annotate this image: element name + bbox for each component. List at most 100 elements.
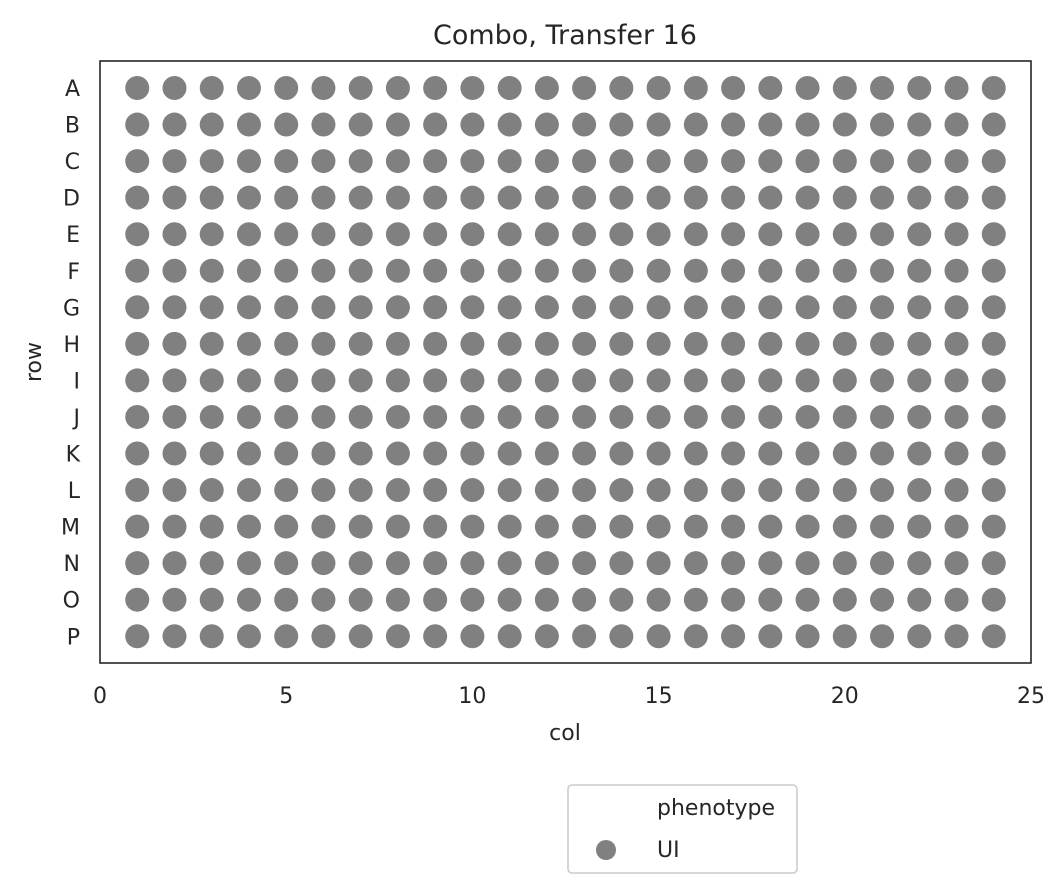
y-tick-label-G: G <box>63 296 80 321</box>
point-G-18 <box>758 295 783 320</box>
point-F-9 <box>423 258 448 283</box>
point-I-17 <box>721 368 746 393</box>
point-L-13 <box>572 478 597 503</box>
point-C-21 <box>870 149 895 174</box>
point-I-8 <box>385 368 410 393</box>
point-N-5 <box>274 551 299 576</box>
point-N-15 <box>646 551 671 576</box>
point-O-3 <box>199 587 224 612</box>
point-D-9 <box>423 185 448 210</box>
point-B-6 <box>311 112 336 137</box>
legend-frame <box>567 784 798 874</box>
point-M-9 <box>423 514 448 539</box>
point-C-16 <box>683 149 708 174</box>
point-C-8 <box>385 149 410 174</box>
point-M-15 <box>646 514 671 539</box>
point-O-18 <box>758 587 783 612</box>
point-M-17 <box>721 514 746 539</box>
point-M-10 <box>460 514 485 539</box>
point-G-22 <box>907 295 932 320</box>
point-E-12 <box>534 222 559 247</box>
point-D-24 <box>981 185 1006 210</box>
point-F-18 <box>758 258 783 283</box>
point-F-8 <box>385 258 410 283</box>
point-J-7 <box>348 404 373 429</box>
point-B-15 <box>646 112 671 137</box>
point-L-16 <box>683 478 708 503</box>
point-N-6 <box>311 551 336 576</box>
point-B-24 <box>981 112 1006 137</box>
point-L-9 <box>423 478 448 503</box>
point-G-24 <box>981 295 1006 320</box>
point-B-10 <box>460 112 485 137</box>
point-I-10 <box>460 368 485 393</box>
point-L-5 <box>274 478 299 503</box>
point-N-4 <box>236 551 261 576</box>
point-G-3 <box>199 295 224 320</box>
point-G-14 <box>609 295 634 320</box>
point-L-14 <box>609 478 634 503</box>
point-O-13 <box>572 587 597 612</box>
point-H-20 <box>832 331 857 356</box>
point-B-20 <box>832 112 857 137</box>
legend-marker-ui <box>596 840 616 860</box>
point-D-19 <box>795 185 820 210</box>
point-N-14 <box>609 551 634 576</box>
point-D-14 <box>609 185 634 210</box>
point-A-20 <box>832 76 857 100</box>
point-J-21 <box>870 404 895 429</box>
point-F-15 <box>646 258 671 283</box>
point-C-11 <box>497 149 522 174</box>
point-C-24 <box>981 149 1006 174</box>
point-F-6 <box>311 258 336 283</box>
point-D-23 <box>944 185 969 210</box>
point-M-24 <box>981 514 1006 539</box>
point-J-10 <box>460 404 485 429</box>
point-P-7 <box>348 624 373 649</box>
point-B-13 <box>572 112 597 137</box>
point-G-10 <box>460 295 485 320</box>
point-C-3 <box>199 149 224 174</box>
point-H-8 <box>385 331 410 356</box>
point-B-21 <box>870 112 895 137</box>
point-C-5 <box>274 149 299 174</box>
point-O-14 <box>609 587 634 612</box>
point-D-20 <box>832 185 857 210</box>
point-L-3 <box>199 478 224 503</box>
point-M-8 <box>385 514 410 539</box>
point-M-14 <box>609 514 634 539</box>
point-E-23 <box>944 222 969 247</box>
point-L-24 <box>981 478 1006 503</box>
point-G-19 <box>795 295 820 320</box>
point-A-13 <box>572 76 597 100</box>
point-O-24 <box>981 587 1006 612</box>
point-D-2 <box>162 185 187 210</box>
point-D-18 <box>758 185 783 210</box>
y-tick-label-J: J <box>72 406 81 431</box>
point-B-18 <box>758 112 783 137</box>
point-A-19 <box>795 76 820 100</box>
point-M-4 <box>236 514 261 539</box>
point-H-16 <box>683 331 708 356</box>
point-O-15 <box>646 587 671 612</box>
point-M-19 <box>795 514 820 539</box>
point-C-14 <box>609 149 634 174</box>
point-J-18 <box>758 404 783 429</box>
point-O-23 <box>944 587 969 612</box>
point-N-10 <box>460 551 485 576</box>
point-J-1 <box>125 404 150 429</box>
point-E-17 <box>721 222 746 247</box>
point-C-2 <box>162 149 187 174</box>
point-J-4 <box>236 404 261 429</box>
point-P-14 <box>609 624 634 649</box>
point-F-19 <box>795 258 820 283</box>
point-E-19 <box>795 222 820 247</box>
point-B-22 <box>907 112 932 137</box>
point-A-6 <box>311 76 336 100</box>
point-J-14 <box>609 404 634 429</box>
point-K-14 <box>609 441 634 466</box>
point-J-24 <box>981 404 1006 429</box>
point-G-9 <box>423 295 448 320</box>
point-L-17 <box>721 478 746 503</box>
y-tick-label-I: I <box>74 369 81 394</box>
